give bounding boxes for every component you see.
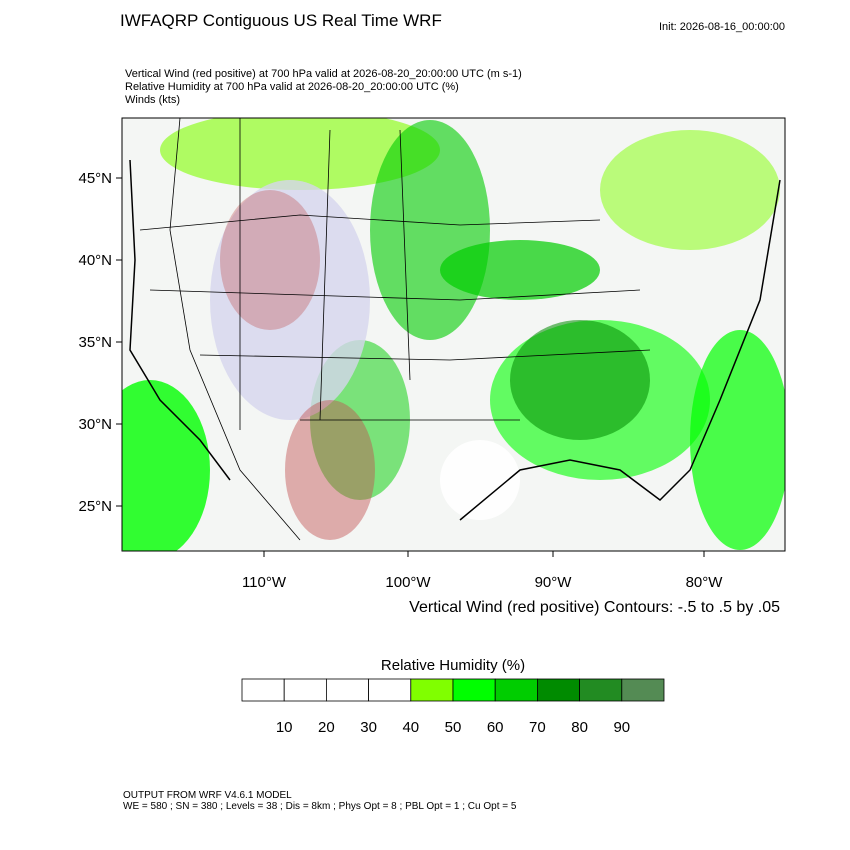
colorbar-label: 90	[613, 719, 630, 736]
map-frame	[121, 117, 786, 552]
init-time: Init: 2026-08-16_00:00:00	[659, 21, 785, 33]
colorbar-box	[494, 678, 538, 702]
colorbar-box	[283, 678, 327, 702]
latitude-label: 45°N	[78, 170, 112, 187]
colorbar-box	[325, 678, 369, 702]
colorbar-label: 80	[571, 719, 588, 736]
longitude-label: 80°W	[686, 574, 724, 591]
field-description: Vertical Wind (red positive) at 700 hPa …	[125, 68, 522, 80]
contour-note: Vertical Wind (red positive) Contours: -…	[409, 599, 780, 616]
longitude-label: 100°W	[385, 574, 431, 591]
colorbar-box	[452, 678, 496, 702]
field-description: Winds (kts)	[125, 94, 180, 106]
latitude-label: 30°N	[78, 416, 112, 433]
field-description: Relative Humidity at 700 hPa valid at 20…	[125, 81, 459, 93]
latitude-label: 35°N	[78, 334, 112, 351]
colorbar-label: 60	[487, 719, 504, 736]
footer-text: OUTPUT FROM WRF V4.6.1 MODEL	[123, 790, 292, 801]
colorbar-title: Relative Humidity (%)	[381, 657, 525, 674]
colorbar-label: 10	[276, 719, 293, 736]
title: IWFAQRP Contiguous US Real Time WRF	[120, 11, 442, 30]
longitude-label: 90°W	[535, 574, 573, 591]
colorbar-box	[621, 678, 665, 702]
colorbar-box	[579, 678, 623, 702]
colorbar-label: 70	[529, 719, 546, 736]
colorbar-box	[410, 678, 454, 702]
latitude-label: 25°N	[78, 498, 112, 515]
colorbar-label: 30	[360, 719, 377, 736]
latitude-label: 40°N	[78, 252, 112, 269]
colorbar-label: 40	[402, 719, 419, 736]
map	[122, 118, 785, 551]
colorbar-label: 50	[445, 719, 462, 736]
colorbar-label: 20	[318, 719, 335, 736]
longitude-label: 110°W	[242, 574, 287, 591]
footer-text: WE = 580 ; SN = 380 ; Levels = 38 ; Dis …	[123, 801, 517, 812]
colorbar-box	[241, 678, 285, 702]
colorbar-box	[368, 678, 412, 702]
colorbar-box	[537, 678, 581, 702]
